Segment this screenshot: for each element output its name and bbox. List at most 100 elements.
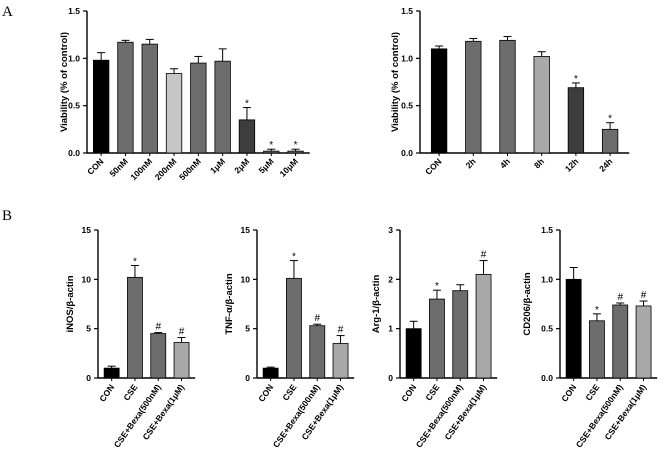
bar (452, 290, 469, 379)
y-tick-label: 0 (388, 373, 393, 383)
x-tick-label: 200nM (153, 156, 179, 182)
y-tick-label: 0.5 (401, 101, 413, 111)
significance-star: * (595, 305, 599, 316)
bar (165, 73, 183, 154)
y-tick-label: 1.5 (68, 6, 80, 16)
bar (405, 328, 422, 379)
bar (93, 59, 110, 154)
significance-hash: # (314, 313, 320, 324)
significance-star: * (608, 114, 612, 125)
significance-hash: # (481, 250, 487, 261)
bar (173, 342, 190, 379)
significance-star: * (133, 257, 137, 268)
bar (150, 333, 167, 379)
chart-cd206: 0.0 0.5 1.0 1.5 CD206/β-actin CON * CSE # CSE+Bex… (522, 225, 658, 449)
significance-star: * (294, 140, 298, 151)
bar (635, 305, 652, 379)
panel-label-a: A (2, 4, 13, 20)
x-tick-label: CSE+Bexa(1μM) (602, 382, 648, 441)
y-axis-title: Viability (% of control) (390, 32, 401, 132)
bar (499, 39, 516, 154)
significance-star: * (435, 281, 439, 292)
y-axis-title: iNOS/β-actin (65, 275, 76, 332)
y-tick-label: 5 (86, 324, 91, 334)
x-tick-label: CON (85, 156, 105, 176)
y-tick-label: 0.0 (541, 373, 553, 383)
x-tick-label: 10μM (278, 156, 300, 178)
significance-hash: # (155, 322, 161, 333)
x-tick-label: CON (399, 382, 418, 403)
bar (127, 276, 143, 379)
x-tick-label: 2μM (232, 156, 251, 175)
y-tick-label: 10 (82, 274, 92, 284)
y-tick-label: 1.0 (541, 274, 553, 284)
bar (141, 43, 158, 154)
chart-arg1: 0123Arg-1/β-actinCON*CSECSE+Bexa(500nM)#… (371, 225, 498, 449)
x-tick-label: 1μM (208, 156, 227, 175)
significance-hash: # (641, 290, 647, 301)
x-tick-label: 5μM (257, 156, 276, 175)
bar (190, 62, 207, 154)
significance-star: * (574, 74, 578, 85)
x-tick-label: CON (423, 156, 443, 176)
bar (309, 325, 326, 379)
bar (117, 41, 134, 154)
chart-time: 0.0 0.5 1.0 1.5 Viability (% of control) CON 2… (390, 6, 630, 177)
y-tick-label: 15 (241, 225, 251, 235)
x-tick-label: 50nM (107, 156, 129, 178)
y-tick-label: 0.0 (68, 148, 80, 158)
significance-star: * (292, 252, 296, 263)
y-tick-label: 15 (82, 225, 92, 235)
x-tick-label: 500nM (177, 156, 203, 182)
x-tick-label: CSE+Bexa(1μM) (442, 382, 488, 441)
y-axis-title: CD206/β-actin (522, 272, 533, 336)
y-tick-label: 3 (388, 225, 393, 235)
y-tick-label: 0 (245, 373, 250, 383)
bar (589, 320, 605, 379)
bar (103, 367, 120, 379)
bar (238, 119, 256, 154)
panel-label-b: B (2, 208, 12, 224)
significance-hash: # (338, 325, 344, 336)
y-tick-label: 0.5 (68, 101, 80, 111)
x-tick-label: 2h (464, 156, 478, 170)
x-tick-label: CON (256, 382, 275, 403)
bar (214, 60, 231, 154)
x-tick-label: CSE (423, 382, 441, 402)
bar (430, 48, 448, 154)
y-axis-title: Viability (% of control) (59, 32, 70, 132)
x-tick-label: CSE+Bexa(1μM) (299, 382, 345, 441)
x-tick-label: CSE (280, 382, 298, 402)
y-tick-label: 2 (388, 274, 393, 284)
y-tick-label: 10 (241, 274, 251, 284)
x-tick-label: CON (97, 382, 116, 403)
y-tick-label: 1.0 (68, 53, 80, 63)
y-tick-label: 1 (388, 324, 393, 334)
bar (287, 150, 304, 154)
bar (429, 298, 445, 379)
bar (565, 278, 582, 379)
bar (475, 273, 492, 379)
significance-star: * (245, 99, 249, 110)
y-tick-label: 0.5 (541, 324, 553, 334)
y-axis-title: TNF-α/β-actin (224, 273, 235, 334)
x-tick-label: 12h (563, 156, 580, 173)
significance-hash: # (179, 327, 185, 338)
x-tick-label: 4h (498, 156, 512, 170)
x-tick-label: 100nM (128, 156, 154, 182)
x-tick-label: 24h (597, 156, 614, 173)
y-tick-label: 1.5 (401, 6, 413, 16)
significance-hash: # (617, 292, 623, 303)
x-tick-label: CON (559, 382, 578, 403)
bar (263, 150, 280, 154)
bar (465, 40, 482, 154)
y-tick-label: 0.0 (401, 148, 413, 158)
significance-star: * (269, 140, 273, 151)
chart-tnf: 051015TNF-α/β-actinCON*CSE#CSE+Bexa(500n… (224, 225, 355, 449)
x-tick-label: CSE (121, 382, 139, 402)
y-tick-label: 1.0 (401, 53, 413, 63)
x-tick-label: CSE+Bexa(1μM) (140, 382, 186, 441)
